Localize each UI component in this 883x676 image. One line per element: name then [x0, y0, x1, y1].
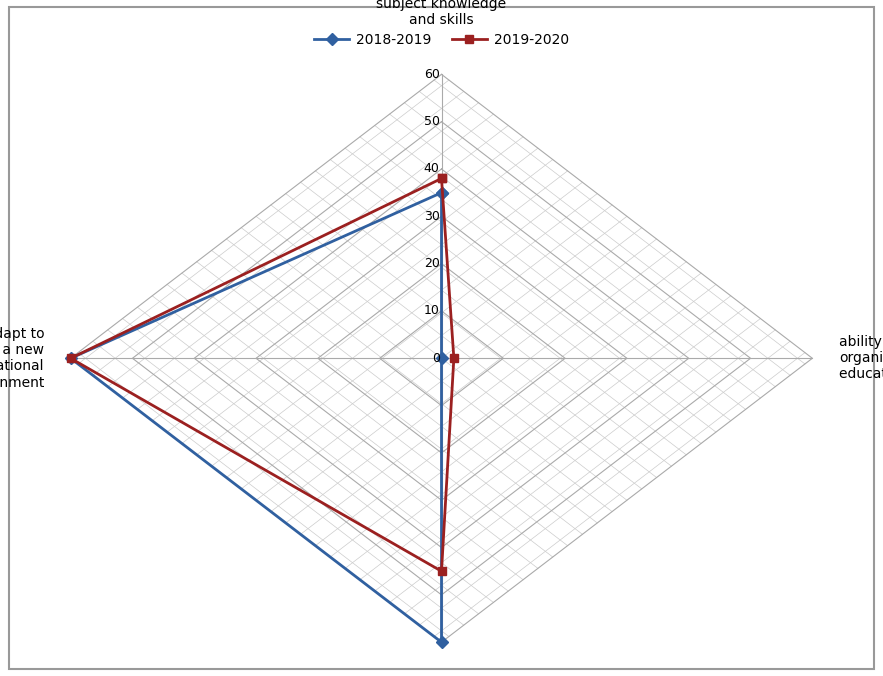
Legend: 2018-2019, 2019-2020: 2018-2019, 2019-2020 — [309, 27, 574, 52]
Text: subject knowledge
and skills: subject knowledge and skills — [376, 0, 507, 27]
Text: 60: 60 — [424, 68, 440, 81]
Text: abilty to adapt to
studying in a new
educational
environment: abilty to adapt to studying in a new edu… — [0, 327, 44, 389]
Text: 20: 20 — [424, 257, 440, 270]
Text: 30: 30 — [424, 210, 440, 223]
Text: ability to study and
organise
educational activity: ability to study and organise educationa… — [839, 335, 883, 381]
Text: 50: 50 — [424, 115, 440, 128]
Text: 10: 10 — [424, 304, 440, 318]
Text: 0: 0 — [432, 352, 440, 365]
Text: 40: 40 — [424, 162, 440, 176]
